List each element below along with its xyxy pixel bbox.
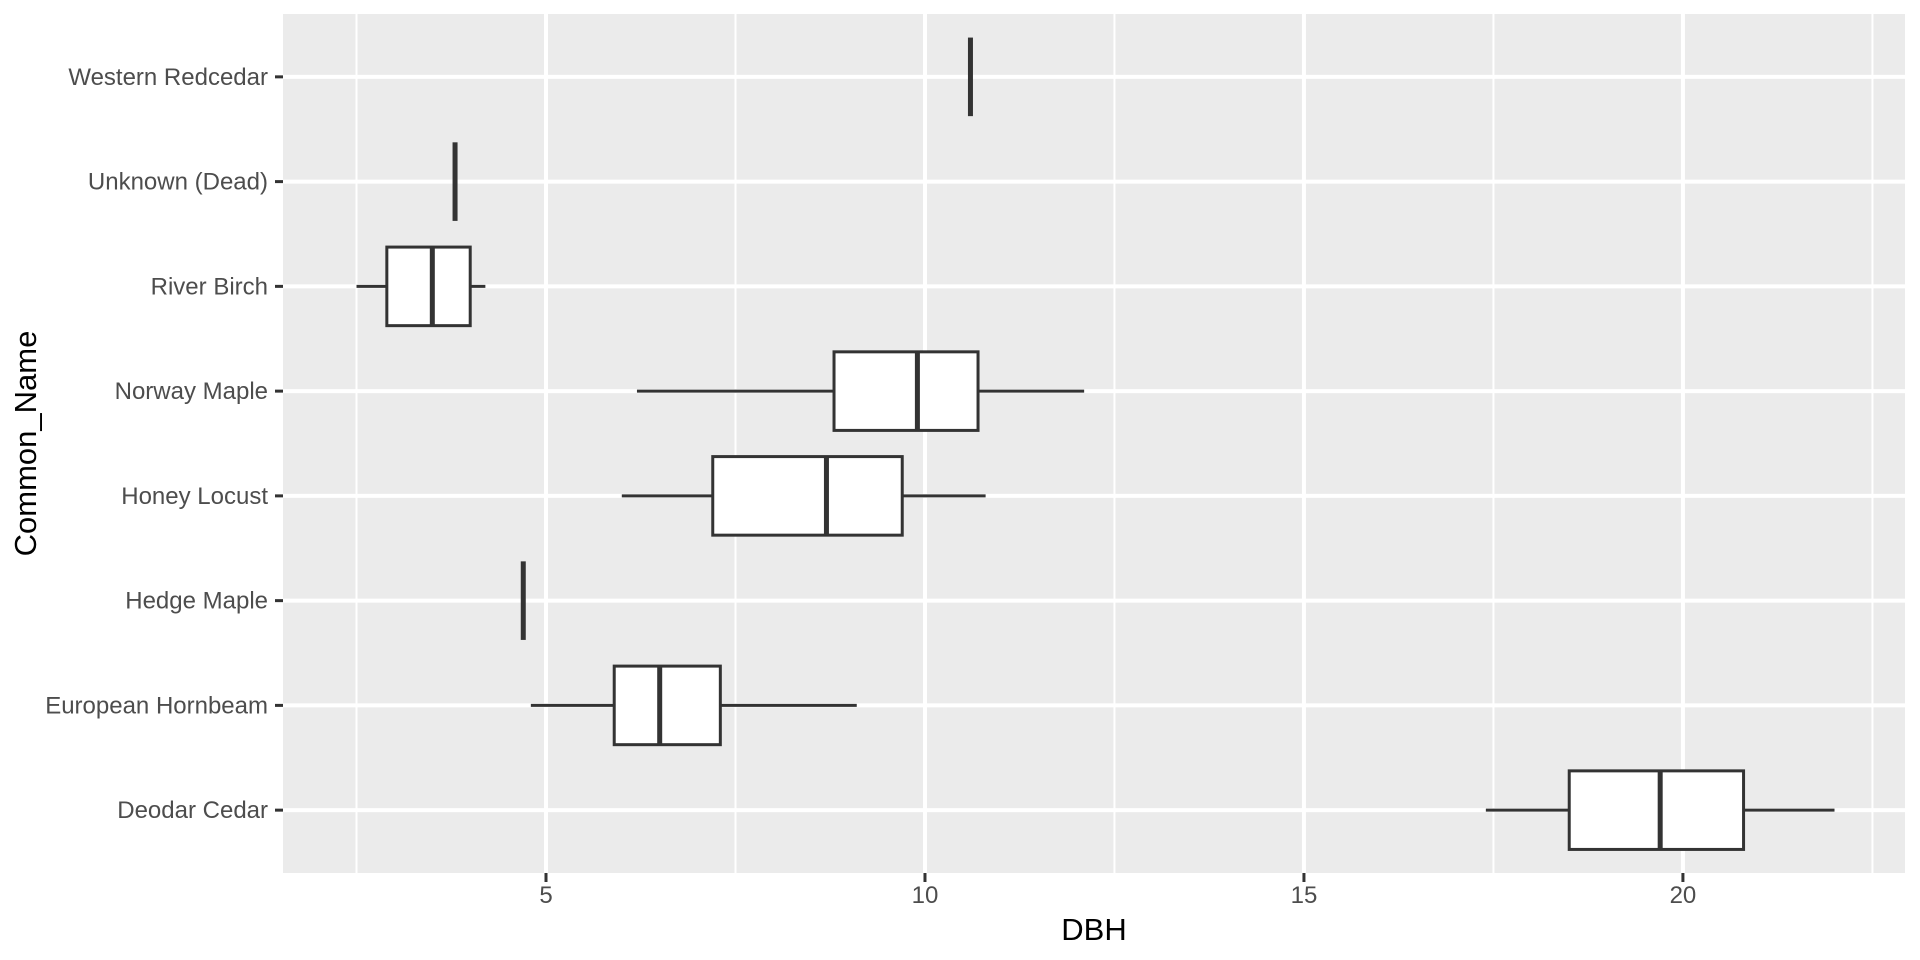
iqr-box bbox=[612, 664, 722, 747]
y-axis-title: Common_Name bbox=[8, 331, 43, 557]
boxplot-river-birch bbox=[356, 245, 486, 328]
x-tick-label: 5 bbox=[539, 882, 552, 909]
y-tick-label: Deodar Cedar bbox=[117, 797, 268, 824]
y-tick-label: Norway Maple bbox=[115, 378, 268, 405]
x-axis-title: DBH bbox=[1061, 912, 1126, 947]
boxplot-european-hornbeam bbox=[530, 664, 857, 747]
median-bar bbox=[452, 142, 458, 221]
panel-background bbox=[283, 14, 1905, 873]
y-tick-label: Western Redcedar bbox=[68, 64, 268, 91]
boxplot-unknown-dead bbox=[452, 142, 458, 221]
boxplot-norway-maple bbox=[636, 350, 1085, 432]
iqr-box bbox=[385, 245, 472, 328]
y-tick-label: Unknown (Dead) bbox=[88, 169, 268, 196]
median-bar bbox=[967, 37, 973, 117]
boxplot-deodar-cedar bbox=[1485, 769, 1835, 851]
y-tick-label: Honey Locust bbox=[121, 483, 268, 510]
boxplot-hedge-maple bbox=[520, 561, 526, 640]
y-tick-label: Hedge Maple bbox=[125, 588, 268, 615]
y-tick-label: River Birch bbox=[151, 273, 268, 300]
boxplot-western-redcedar bbox=[967, 37, 973, 117]
median-bar bbox=[657, 666, 663, 745]
median-bar bbox=[823, 456, 829, 536]
median-bar bbox=[429, 247, 435, 326]
iqr-box bbox=[711, 455, 904, 537]
iqr-box bbox=[832, 350, 980, 432]
median-bar bbox=[520, 561, 526, 640]
x-tick-label: 10 bbox=[912, 882, 939, 909]
x-tick-label: 20 bbox=[1670, 882, 1697, 909]
y-tick-label: European Hornbeam bbox=[45, 692, 268, 719]
median-bar bbox=[914, 351, 920, 431]
iqr-box bbox=[1567, 769, 1746, 851]
x-tick-label: 15 bbox=[1291, 882, 1318, 909]
median-bar bbox=[1657, 770, 1663, 850]
boxplot-honey-locust bbox=[621, 455, 986, 537]
